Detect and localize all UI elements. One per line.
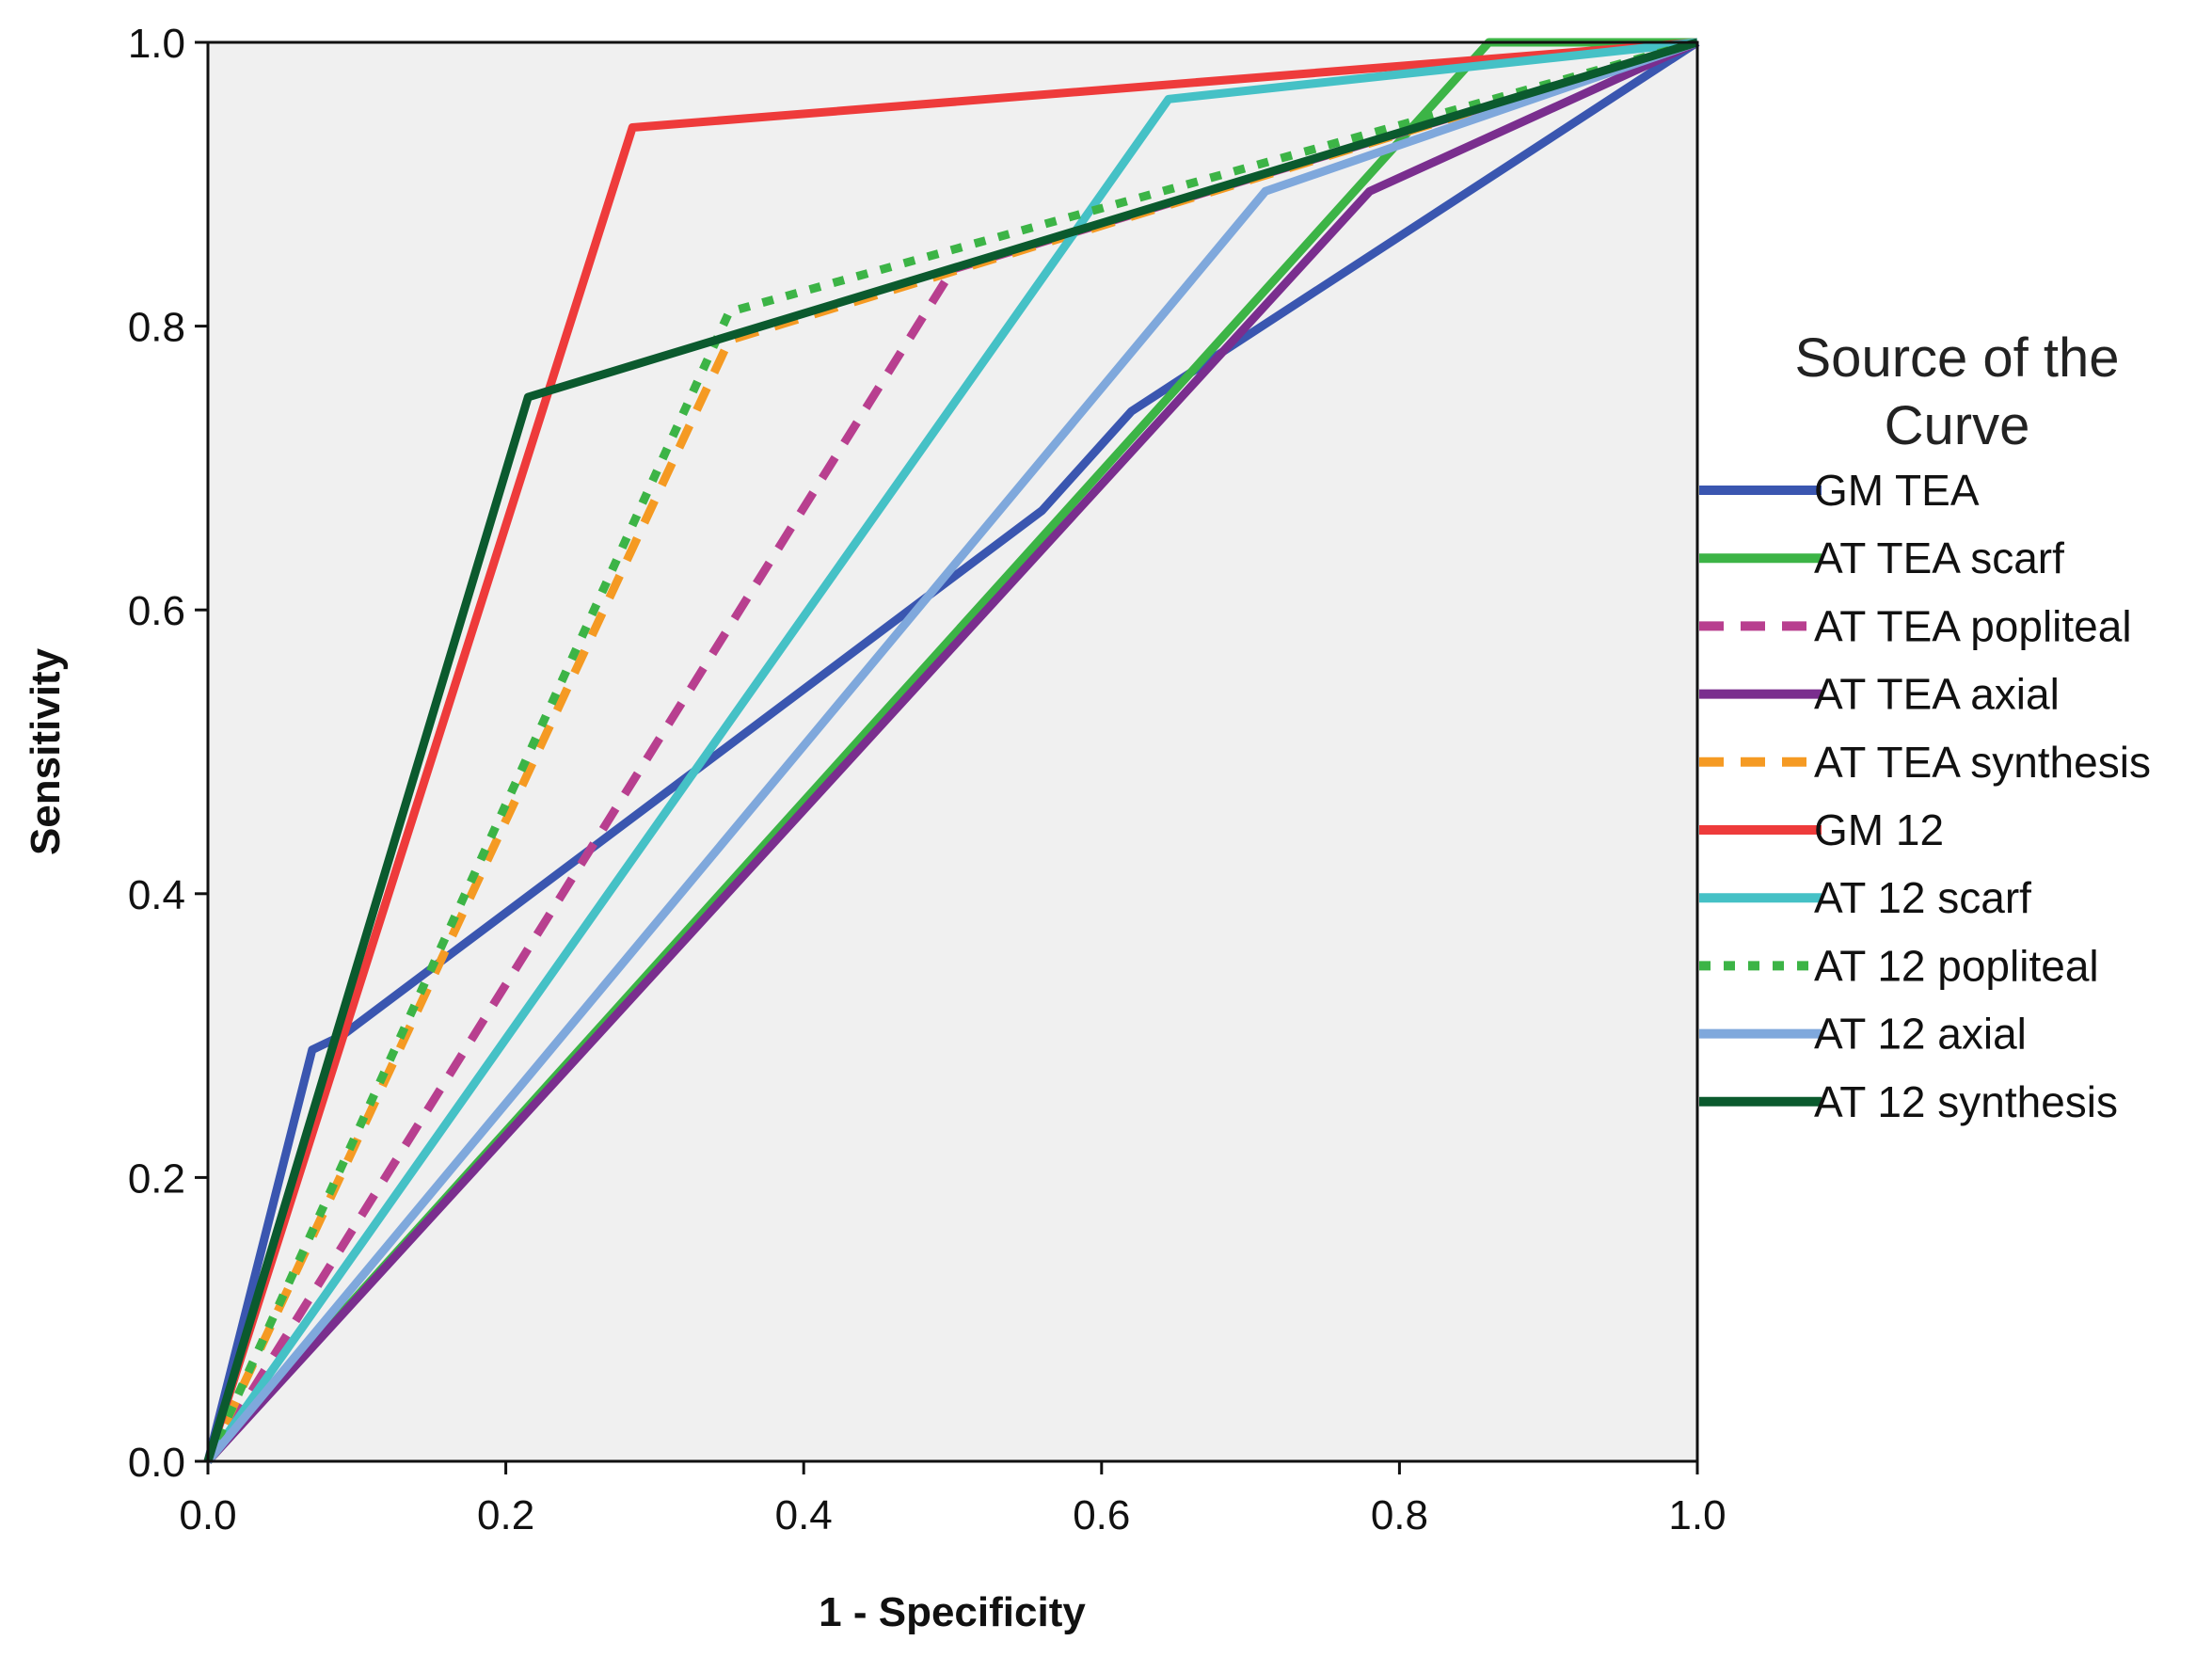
series-line-6 <box>203 38 1698 1463</box>
series-line-4 <box>204 38 1699 1465</box>
x-tick-label: 0.6 <box>1073 1492 1130 1538</box>
plot-background <box>208 42 1697 1461</box>
x-axis-title: 1 - Specificity <box>819 1589 1086 1635</box>
y-tick-label: 1.0 <box>128 21 185 67</box>
legend-title-line: Curve <box>1885 395 2030 456</box>
legend-label: AT 12 popliteal <box>1814 941 2099 990</box>
legend-label: AT TEA axial <box>1814 670 2060 719</box>
legend-item: AT 12 axial <box>1699 1010 2027 1059</box>
legend-label: AT TEA scarf <box>1814 534 2064 582</box>
legend-label: AT TEA synthesis <box>1814 738 2151 787</box>
legend-item: AT TEA scarf <box>1699 534 2064 582</box>
legend-item: AT 12 synthesis <box>1699 1077 2118 1126</box>
y-tick-label: 0.2 <box>128 1155 185 1202</box>
legend-item: AT TEA axial <box>1699 670 2060 719</box>
legend-label: AT 12 axial <box>1814 1010 2027 1059</box>
legend-label: AT TEA popliteal <box>1814 601 2132 650</box>
y-axis-title: Sensitivity <box>23 647 69 855</box>
series-line-7 <box>204 38 1698 1464</box>
x-tick-label: 0.0 <box>179 1492 236 1538</box>
legend: GM TEA AT TEA scarf AT TEA popliteal AT TEA… <box>1699 466 2151 1126</box>
x-tick-label: 0.4 <box>775 1492 833 1538</box>
axes-layer: 0.0 0.2 0.4 0.6 0.8 1.0 0.0 0.2 0.4 0.6 0.8 1.0 <box>128 21 1727 1538</box>
y-tick-label: 0.4 <box>128 872 185 918</box>
legend-label: GM TEA <box>1814 466 1980 515</box>
series-line-9 <box>204 38 1699 1464</box>
legend-label: GM 12 <box>1814 805 1944 854</box>
legend-item: AT TEA popliteal <box>1699 601 2132 650</box>
legend-item: AT 12 popliteal <box>1699 941 2099 990</box>
x-tick-label: 0.2 <box>477 1492 534 1538</box>
legend-item: GM TEA <box>1699 466 1980 515</box>
x-tick-label: 1.0 <box>1668 1492 1726 1538</box>
legend-item: GM 12 <box>1699 805 1944 854</box>
legend-item: AT 12 scarf <box>1699 873 2031 922</box>
legend-label: AT 12 synthesis <box>1814 1077 2118 1126</box>
y-tick-label: 0.0 <box>128 1440 185 1486</box>
legend-title: Source of the Curve <box>1795 327 2120 456</box>
y-tick-label: 0.6 <box>128 588 185 634</box>
x-tick-label: 0.8 <box>1371 1492 1428 1538</box>
series-line-10 <box>203 38 1699 1463</box>
series-line-8 <box>203 38 1699 1463</box>
y-tick-label: 0.8 <box>128 305 185 351</box>
legend-label: AT 12 scarf <box>1814 873 2031 922</box>
legend-item: AT TEA synthesis <box>1699 738 2151 787</box>
plot-frame <box>206 40 1699 1463</box>
legend-title-line: Source of the <box>1795 327 2120 389</box>
